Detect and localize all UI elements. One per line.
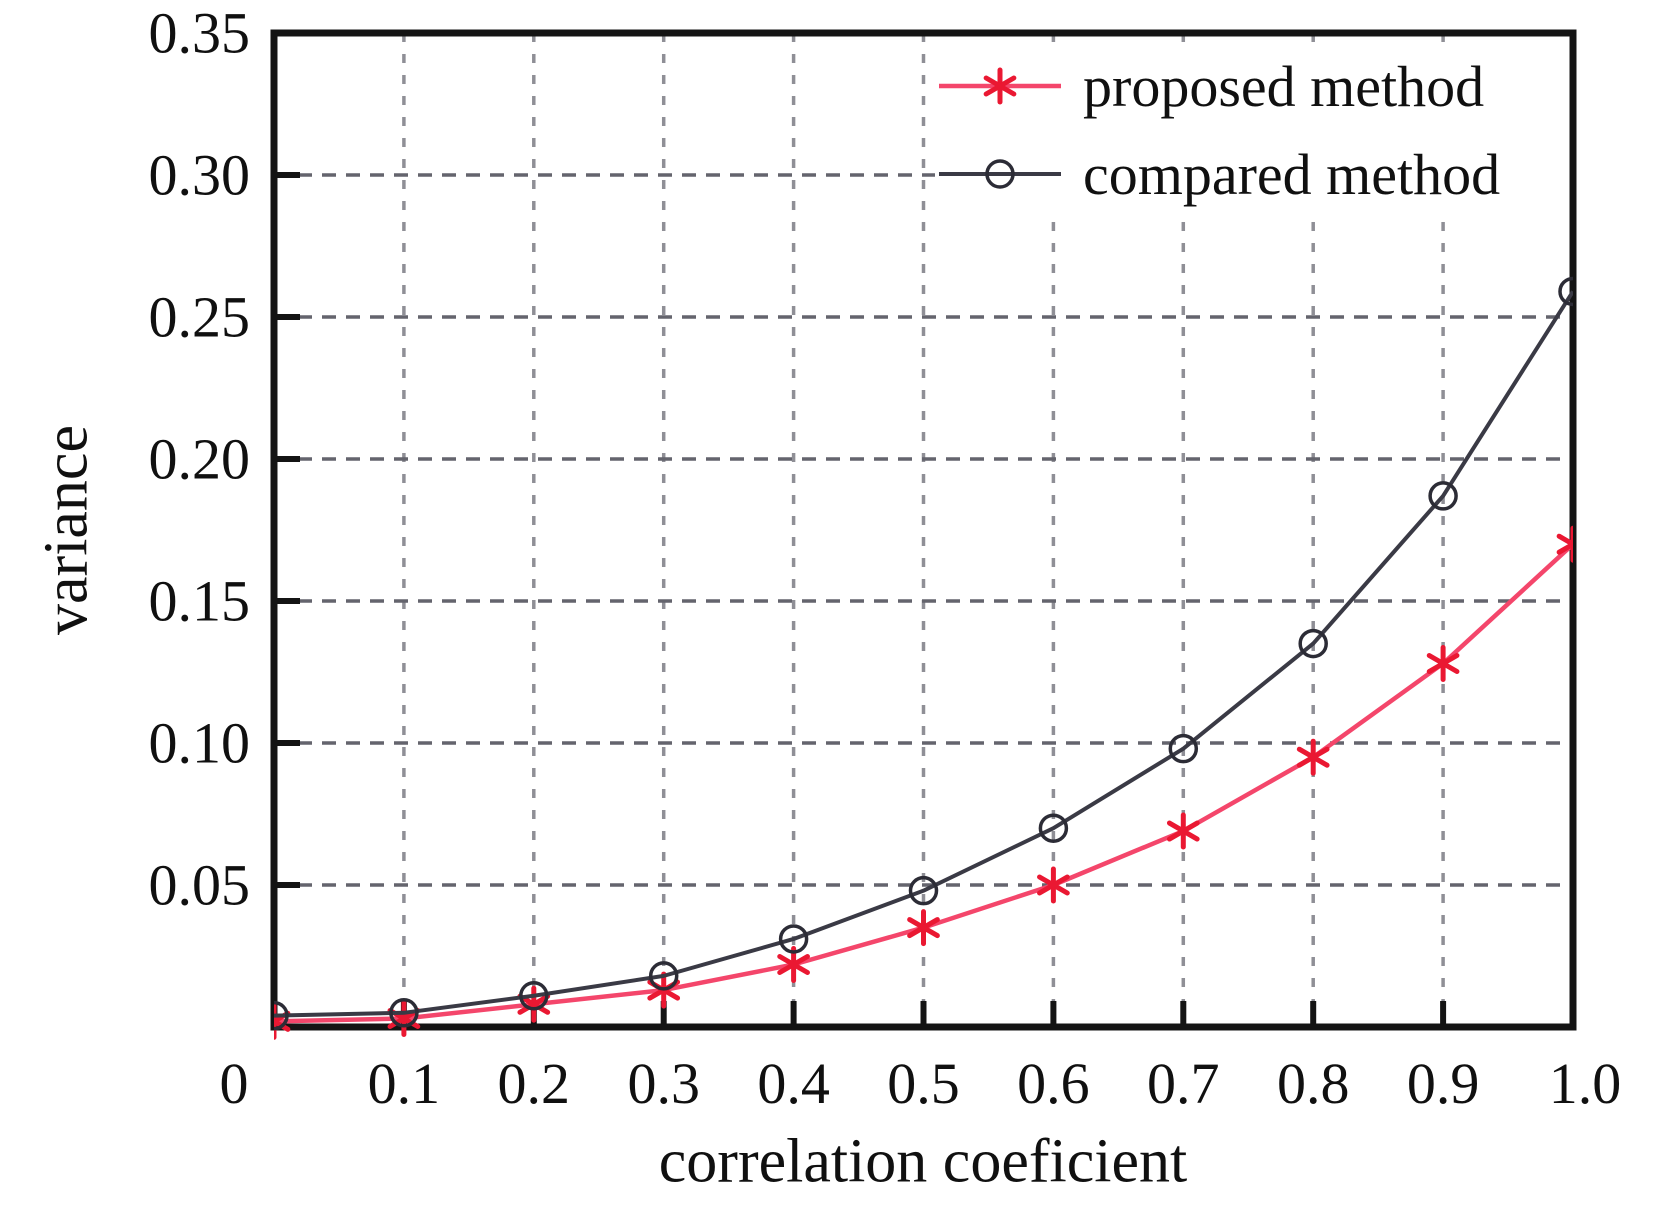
series-line-compared-method: [274, 290, 1573, 1018]
markers-compared-method: [274, 276, 1573, 1031]
marker-asterisk: [1296, 746, 1330, 768]
tick-labels: 0.35 0.30 0.25 0.20 0.15 0.10 0.05 0 0.1 0.2 0.3 0.…: [149, 1, 1622, 1117]
marker-circle: [648, 961, 679, 991]
x-tick-label: 0.8: [1277, 1051, 1350, 1116]
y-axis-title: variance: [32, 425, 101, 635]
marker-circle: [389, 998, 419, 1028]
marker-circle: [1038, 813, 1069, 843]
x-tick-label: 0.5: [887, 1051, 960, 1116]
legend-item-proposed: proposed method: [935, 44, 1567, 128]
series-line-proposed-method: [274, 542, 1573, 1024]
x-tick-label: 0.6: [1017, 1051, 1090, 1116]
marker-asterisk: [777, 954, 810, 976]
marker-asterisk: [1556, 533, 1573, 555]
x-tick-label: 0.2: [498, 1051, 571, 1116]
x-tick-label: 0.1: [368, 1051, 441, 1116]
marker-asterisk: [1556, 533, 1573, 555]
x-tick-label: 0.9: [1407, 1051, 1480, 1116]
y-tick-label: 0.15: [149, 569, 251, 634]
marker-circle: [1298, 628, 1328, 659]
x-tick-label: 0.7: [1147, 1051, 1220, 1116]
y-tick-label: 0.05: [149, 853, 251, 918]
y-tick-label: 0.20: [149, 427, 251, 492]
marker-circle: [1558, 276, 1573, 307]
legend-marker-circle: [985, 159, 1015, 189]
marker-circle: [1168, 733, 1199, 764]
series-group: [274, 276, 1573, 1040]
legend: proposed method compared method: [935, 44, 1567, 216]
marker-asterisk: [907, 917, 940, 939]
marker-asterisk: [1037, 874, 1070, 896]
legend-sample-proposed: [939, 67, 1061, 105]
y-tick-label: 0.30: [149, 143, 251, 208]
legend-label-compared: compared method: [1083, 141, 1501, 207]
y-tick-label: 0.25: [149, 285, 251, 350]
x-axis-title: correlation coeficient: [658, 1127, 1188, 1196]
legend-item-compared: compared method: [935, 132, 1567, 216]
marker-circle: [519, 981, 549, 1011]
marker-circle: [908, 875, 939, 906]
x-tick-label: 1.0: [1549, 1051, 1622, 1116]
y-tick-label: 0.10: [149, 711, 251, 776]
legend-sample-compared: [939, 159, 1061, 189]
marker-circle: [274, 1000, 289, 1031]
y-tick-label: 0.35: [149, 1, 251, 66]
legend-marker-asterisk: [983, 75, 1017, 97]
marker-circle: [1428, 481, 1458, 511]
marker-circle: [778, 924, 809, 954]
x-tick-label: 0: [220, 1051, 249, 1116]
h-gridlines: [274, 173, 1573, 887]
marker-asterisk: [1166, 820, 1200, 842]
marker-asterisk: [1426, 652, 1460, 674]
legend-label-proposed: proposed method: [1083, 53, 1485, 119]
x-tick-label: 0.4: [757, 1051, 830, 1116]
x-tick-label: 0.3: [627, 1051, 700, 1116]
